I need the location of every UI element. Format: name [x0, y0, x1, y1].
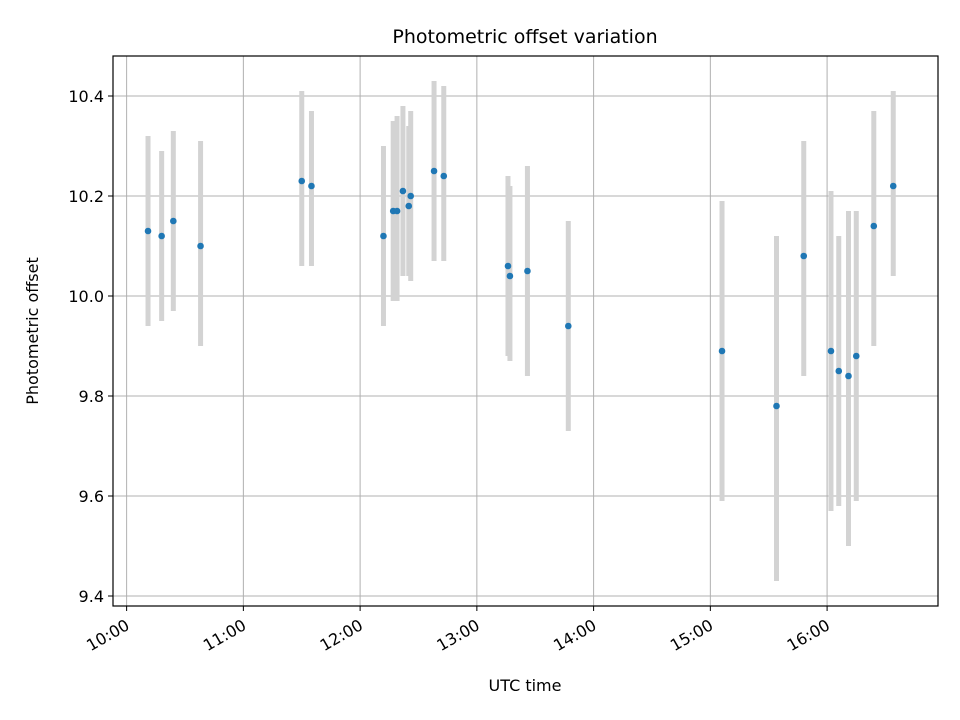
data-point	[870, 222, 878, 230]
y-tick-label: 10.2	[68, 187, 104, 206]
data-point	[158, 232, 165, 240]
data-point	[524, 267, 531, 275]
y-axis-label: Photometric offset	[23, 257, 42, 405]
data-point	[835, 367, 843, 375]
y-tick-label: 10.4	[68, 87, 104, 106]
data-point	[852, 352, 860, 360]
data-point	[440, 172, 448, 180]
y-tick-label: 9.8	[79, 387, 104, 406]
data-point	[718, 347, 726, 355]
y-tick-label: 9.6	[79, 487, 104, 506]
data-point	[144, 227, 152, 235]
y-axis: 9.4 9.6 9.8 10.0 10.2 10.4	[68, 87, 113, 606]
chart-title: Photometric offset variation	[392, 26, 657, 48]
data-point	[170, 217, 177, 225]
data-point	[506, 272, 514, 280]
data-point	[773, 402, 780, 410]
y-tick-label: 9.4	[79, 587, 104, 606]
data-point	[565, 322, 572, 330]
data-point	[407, 192, 415, 200]
data-point	[827, 347, 835, 355]
data-point	[399, 187, 407, 195]
data-point	[405, 202, 413, 210]
data-points	[144, 167, 897, 410]
data-point	[430, 167, 438, 175]
data-point	[298, 177, 306, 185]
data-point	[800, 252, 808, 260]
y-tick-label: 10.0	[68, 287, 104, 306]
data-point	[308, 182, 315, 190]
data-point	[197, 242, 204, 250]
data-point	[889, 182, 897, 190]
data-point	[845, 372, 852, 380]
x-axis-label: UTC time	[489, 676, 562, 695]
plot-frame	[112, 55, 939, 607]
data-point	[393, 207, 401, 215]
data-point	[504, 262, 512, 270]
data-point	[380, 232, 387, 240]
